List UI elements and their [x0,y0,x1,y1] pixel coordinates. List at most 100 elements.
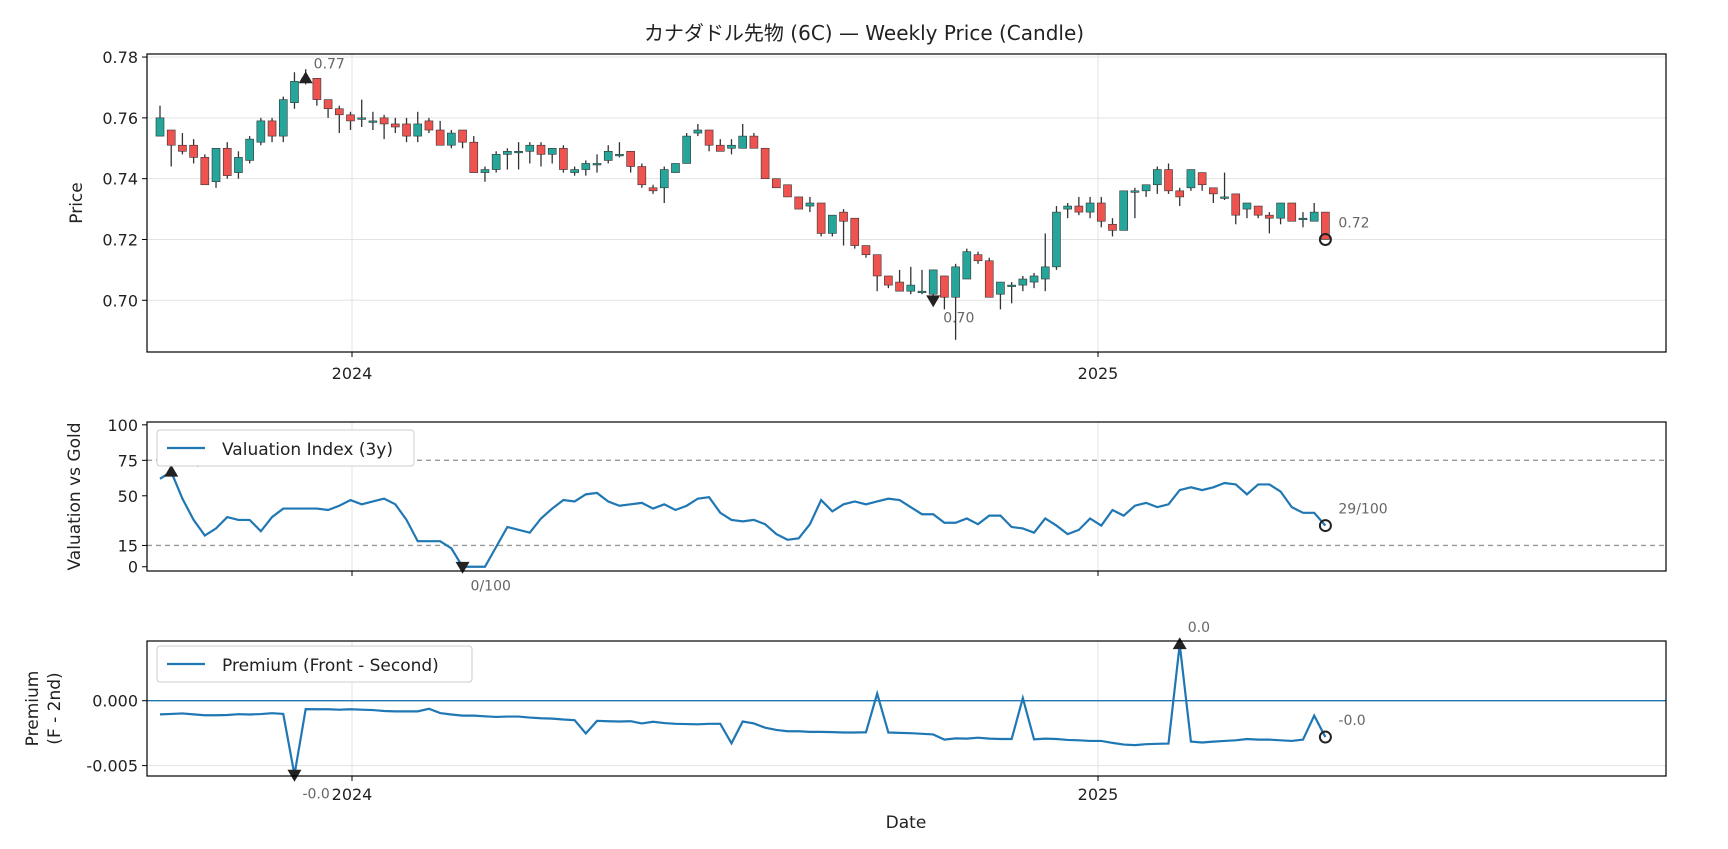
candle-body-up [525,144,535,152]
candle-body-up [671,163,680,173]
candle [1029,272,1039,289]
candle-body-up [290,81,299,103]
candle [1175,187,1185,207]
valuation-ytick-label: 50 [118,487,138,506]
candle-body-up [368,120,378,123]
candle-body-up [727,144,736,149]
candle-body-down [1287,202,1297,222]
candle-body-up [1029,275,1039,283]
candle-body-down [200,157,210,186]
candle [816,202,826,237]
candle [996,281,1005,310]
valuation-ytick-label: 100 [107,416,138,435]
candle [884,275,893,289]
valuation-axes-frame [146,421,1667,572]
candle [547,147,557,164]
candle [1242,202,1252,219]
candle [290,72,299,109]
candle-body-down [536,144,546,155]
legend-label: Valuation Index (3y) [222,440,393,460]
candle [525,142,535,164]
candle-body-down [469,141,479,173]
candle-body-down [1164,169,1173,192]
candle-body-down [794,196,804,210]
premium-series-line [159,644,1327,775]
candle-body-up [1040,266,1050,280]
candle [267,117,277,143]
candle [648,184,658,194]
candle [503,148,512,170]
candle [256,117,266,146]
candle-body-down [648,187,658,192]
candle [1096,196,1106,228]
candle-body-down [222,147,232,176]
candle [514,142,523,170]
candle-body-down [391,123,400,128]
candle [222,142,232,179]
candle [480,166,490,182]
min-marker [926,295,941,308]
candle [1298,212,1308,228]
candle-body-up [1141,184,1151,192]
chart-title: カナダドル先物 (6C) — Weekly Price (Candle) [644,21,1084,45]
candle [906,266,916,295]
candle [693,123,703,137]
candle-body-up [928,269,938,295]
candle-body-up [951,266,960,298]
candle-body-up [1119,190,1128,231]
candle [234,151,243,179]
candle [592,154,602,173]
candle [1197,172,1207,191]
price-ytick-label: 0.78 [102,48,138,67]
candle [402,117,411,143]
candle [603,145,613,164]
candle-body-up [278,99,288,137]
candle [413,111,423,143]
legend-frame [156,645,473,683]
candle [704,129,714,152]
latest-marker [1318,730,1332,744]
legend-frame [156,429,415,467]
candle-body-up [603,151,613,161]
min-label: 0/100 [471,579,511,595]
premium-panel: -0.005 0.000 2024 2025 -0.0 0.0 -0.0 Premium (F… [23,620,1667,804]
candle [536,142,546,167]
candle [166,129,176,167]
candle-body-down [884,275,893,286]
candle-body-up [996,281,1005,295]
candle-body-down [760,147,770,179]
candle [1119,190,1128,231]
premium-xtick-label: 2025 [1078,785,1119,804]
min-marker [455,561,470,574]
candle [1018,275,1028,292]
candle-body-down [435,129,445,146]
candle [1276,202,1285,225]
candle-body-up [234,157,243,173]
candle [334,105,344,134]
valuation-ytick-label: 15 [118,536,138,555]
candle-body-down [749,135,759,149]
candle [749,133,759,149]
candle-body-down [1074,205,1084,213]
candle [200,154,210,186]
candle [872,254,882,292]
candle-body-down [772,178,781,189]
candle [278,96,288,143]
max-label: 0.0 [1188,620,1210,636]
latest-marker [1318,519,1332,533]
candle-body-down [1265,214,1274,219]
candle [659,166,669,203]
candle-body-down [984,260,994,298]
candle-body-up [1242,202,1252,210]
candle [346,111,355,131]
candle [1253,205,1263,219]
candle [951,263,960,340]
premium-y-axis-label-line2: (F - 2nd) [45,672,65,744]
candle [1052,206,1061,270]
candle [491,151,501,173]
candle [1063,203,1072,219]
candle [805,196,815,213]
candle-body-down [872,254,882,277]
valuation-y-axis-label: Valuation vs Gold [65,422,85,570]
